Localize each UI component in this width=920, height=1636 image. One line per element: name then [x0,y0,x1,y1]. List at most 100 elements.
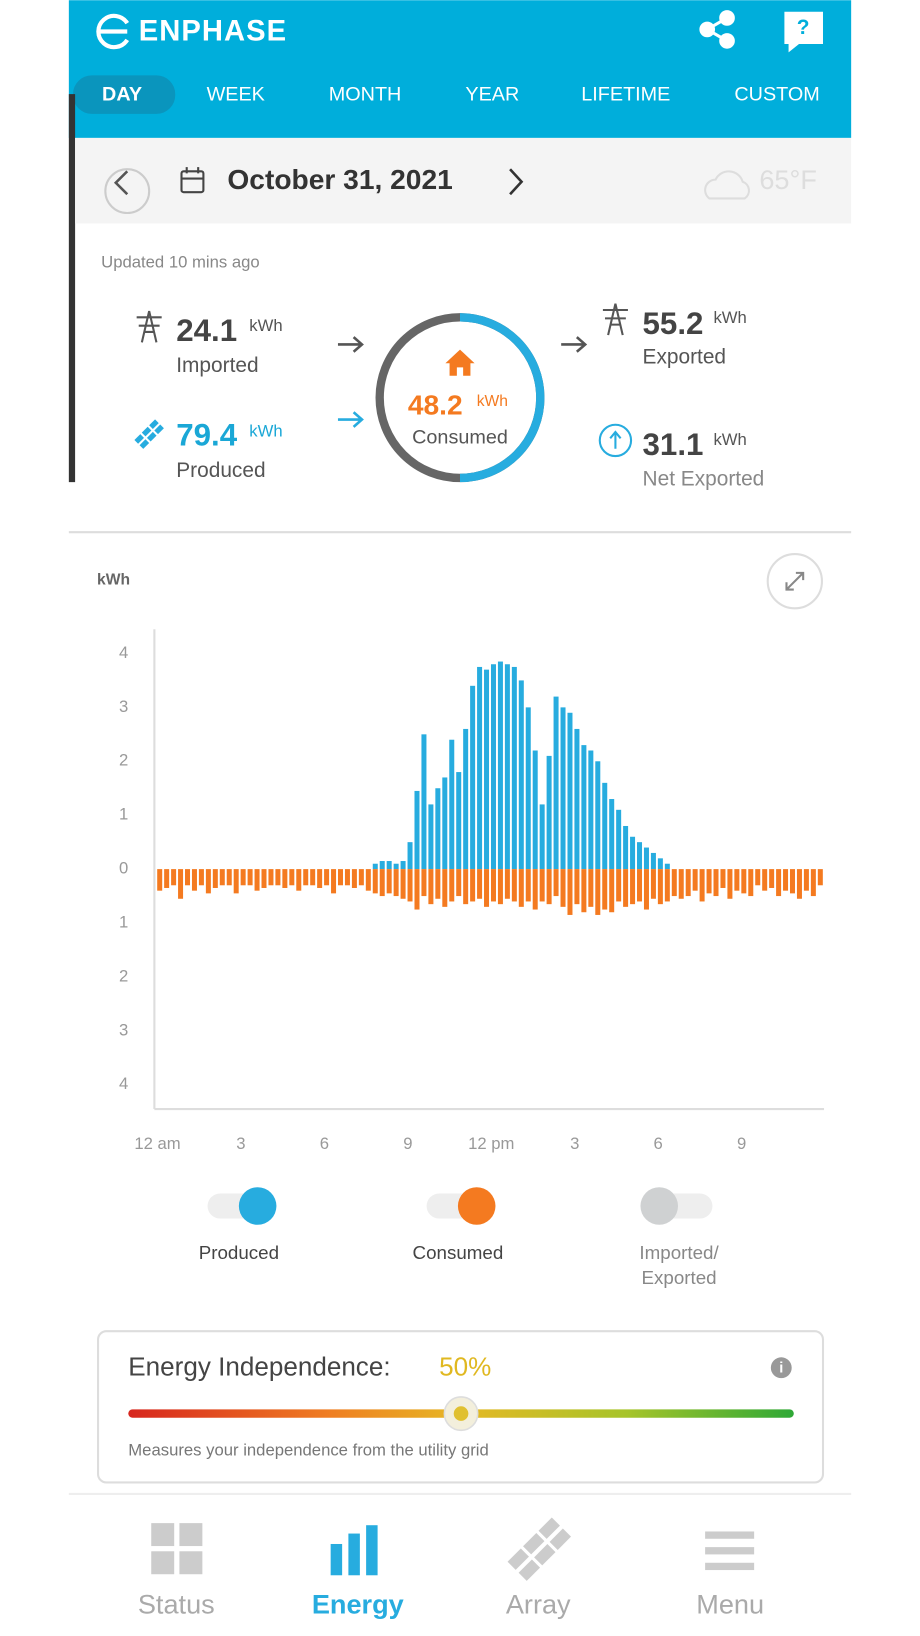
bar [504,664,510,870]
x-tick-label: 3 [236,1134,245,1153]
nav-item[interactable]: Menu [696,1589,764,1620]
bar [435,869,441,899]
bar [497,661,503,870]
bar [650,869,656,899]
bar [741,869,747,894]
bar [588,750,594,870]
bar [664,869,670,902]
bar [157,869,163,891]
produced-unit: kWh [249,421,282,440]
bar [588,869,594,907]
x-tick-label: 9 [737,1134,746,1153]
consumption-ring-solar [459,313,545,483]
bar [477,869,483,899]
date-bar [75,137,852,224]
consumed-label: Consumed [412,427,508,449]
bar [609,869,615,913]
exported-label: Exported [643,346,727,369]
previous-day-button[interactable] [104,168,151,215]
nav-item[interactable]: Array [506,1589,571,1620]
date-label[interactable]: October 31, 2021 [227,164,452,195]
bar [609,799,615,870]
bar [344,869,350,886]
period-tab[interactable]: YEAR [465,83,519,105]
bar [449,739,455,870]
legend-label: Consumed [413,1242,504,1263]
share-button[interactable] [699,10,735,49]
info-button[interactable]: i [770,1357,792,1379]
bar [191,869,197,891]
period-tab[interactable]: LIFETIME [581,83,670,105]
bar [351,869,357,888]
legend-toggle-knob[interactable] [457,1187,496,1225]
brand-logo [96,13,130,50]
bar [268,869,274,886]
bar [393,869,399,897]
bar [324,869,330,886]
bar [233,869,239,894]
bar [400,861,406,870]
independence-knob-inner [453,1406,469,1421]
bar [657,858,663,870]
help-icon: ? [797,16,810,39]
bar [414,790,420,870]
period-tab[interactable]: WEEK [207,83,265,105]
y-tick-label: 4 [119,643,128,662]
legend-label: Produced [199,1242,279,1263]
bar [553,869,559,897]
legend-toggle-knob[interactable] [238,1187,277,1225]
bar [185,869,191,886]
bar [178,869,184,899]
bar [393,863,399,870]
bar [574,728,580,870]
export-arrow [561,336,588,353]
grid-tower-icon [602,303,628,336]
legend-label: Exported [641,1267,716,1288]
period-tab[interactable]: MONTH [329,83,402,105]
bar [616,869,622,902]
bar [400,869,406,899]
bar [546,869,552,905]
nav-item[interactable]: Status [138,1589,215,1620]
bar [490,664,496,870]
net-exported-value: 31.1 [643,427,704,462]
produce-arrow [337,411,364,428]
bar [205,869,211,894]
calendar-icon[interactable] [180,167,205,194]
exported-value: 55.2 [643,306,704,341]
bar [518,869,524,907]
y-tick-label: 0 [119,859,128,878]
bar [630,869,636,905]
period-tab[interactable]: CUSTOM [734,83,819,105]
nav-item[interactable]: Energy [312,1589,404,1620]
x-tick-label: 6 [320,1134,329,1153]
y-tick-label: 2 [119,751,128,770]
bar [261,869,267,888]
bar [678,869,684,899]
bar [755,869,761,886]
help-button[interactable]: ? [784,11,823,53]
next-day-button[interactable] [509,168,524,196]
bar [442,777,448,870]
energy-icon [330,1525,378,1576]
bar [810,869,816,897]
weather-temp: 65°F [759,164,817,195]
bar [567,712,573,870]
bar [463,869,469,905]
bar [247,869,253,886]
bar [518,680,524,870]
expand-chart-button[interactable] [766,553,823,610]
bar [303,869,309,886]
bar [664,863,670,870]
y-tick-label: 2 [119,966,128,985]
y-tick-label: 4 [119,1074,128,1093]
bar [602,782,608,870]
bar [275,869,281,886]
bar [337,869,344,886]
legend-toggle-knob[interactable] [640,1187,679,1225]
period-tab[interactable]: DAY [102,83,142,105]
bar [463,728,469,870]
bar [769,869,775,888]
bar [477,666,483,870]
bar [643,869,649,910]
